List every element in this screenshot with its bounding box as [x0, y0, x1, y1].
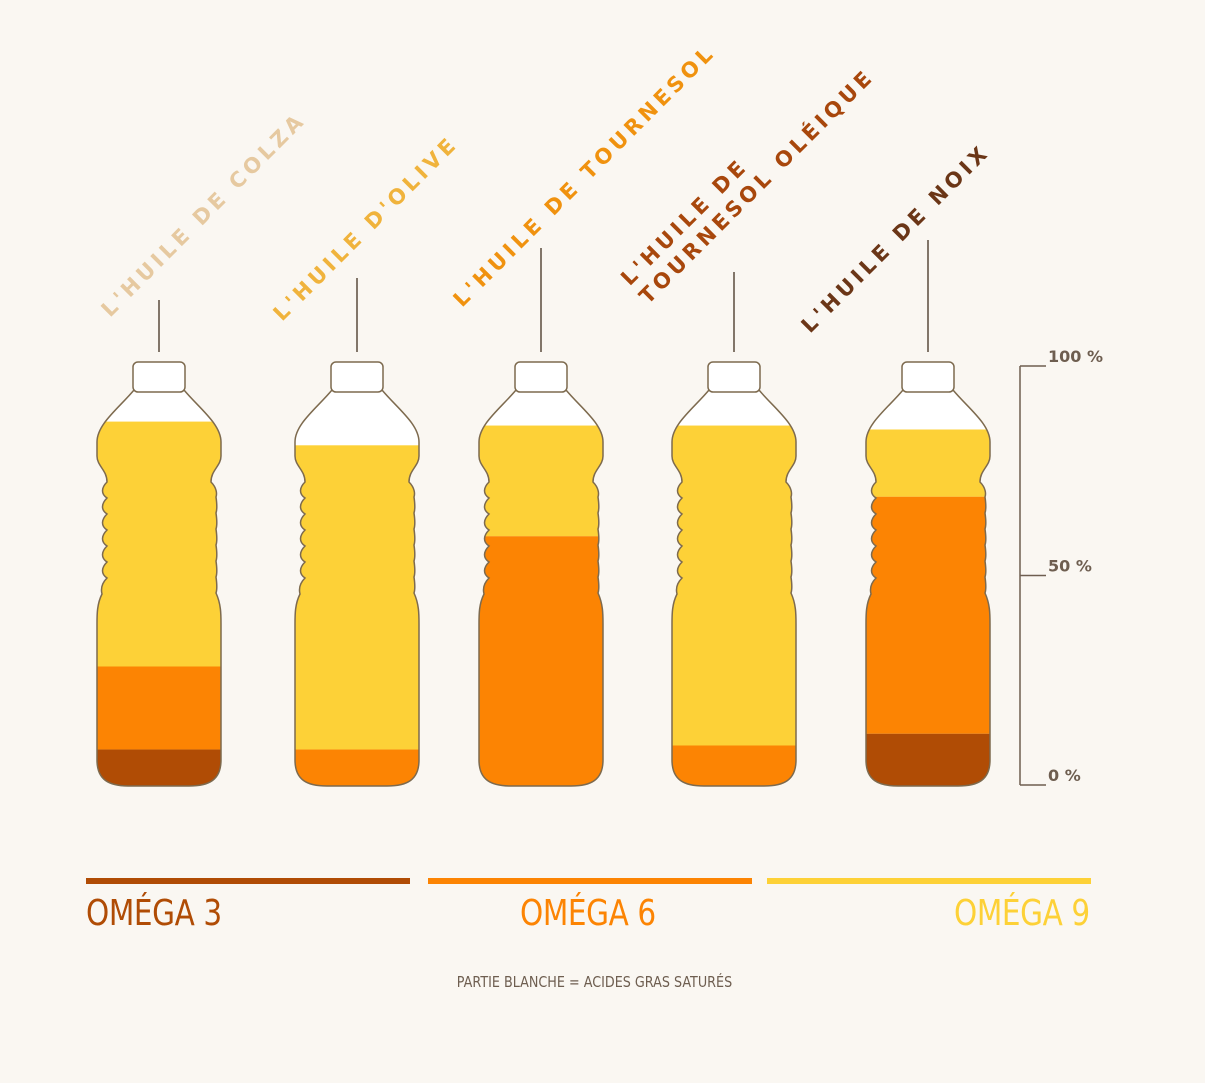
bar-segment-omega-6	[672, 745, 796, 786]
bottle	[671, 272, 797, 787]
legend-label-omega9: OMÉGA 9	[954, 893, 1090, 934]
bar-segment-omega-3	[97, 749, 221, 786]
bar-segment-omega-6	[479, 536, 603, 786]
legend-bar-omega6	[428, 878, 752, 884]
bar-segment-omega-9	[479, 425, 603, 537]
bottle	[865, 240, 991, 787]
bottle-cap	[514, 361, 568, 393]
bar-segment-omega-9	[97, 421, 221, 667]
bar-segment-omega-9	[295, 445, 419, 750]
y-axis: 0 % 50 % 100 %	[1019, 347, 1103, 786]
legend-bar-omega9	[767, 878, 1091, 884]
bar-segment-omega-6	[97, 666, 221, 750]
bottle-outline	[478, 389, 604, 787]
bar-segment-omega-3	[866, 733, 990, 786]
saturated-fat-note: PARTIE BLANCHE = ACIDES GRAS SATURÉS	[456, 973, 733, 991]
legend-label-omega3: OMÉGA 3	[86, 893, 222, 934]
y-tick-label: 50 %	[1048, 557, 1092, 576]
oil-label: L'HUILE DE COLZA	[97, 108, 311, 322]
bottle	[96, 300, 222, 787]
oil-label-text: L'HUILE DE NOIX	[797, 140, 995, 338]
oil-label-text: L'HUILE D'OLIVE	[269, 131, 463, 325]
bottle-cap	[330, 361, 384, 393]
oil-label: L'HUILE DE NOIX	[797, 140, 995, 338]
oil-label: L'HUILE D'OLIVE	[269, 131, 463, 325]
bottle-cap	[132, 361, 186, 393]
bottle-cap	[707, 361, 761, 393]
bottle	[294, 278, 420, 787]
bottle-cap	[901, 361, 955, 393]
bar-segment-omega-9	[672, 425, 796, 746]
bottle-outline	[294, 389, 420, 787]
oil-label-text: L'HUILE DE COLZA	[97, 108, 311, 322]
bar-segment-omega-6	[866, 496, 990, 734]
bottle-outline	[96, 389, 222, 787]
legend-bar-omega3	[86, 878, 410, 884]
bar-segment-omega-6	[295, 749, 419, 786]
y-tick-label: 100 %	[1048, 347, 1103, 366]
bottle-outline	[865, 389, 991, 787]
bottle	[478, 248, 604, 787]
bar-segment-omega-9	[866, 429, 990, 497]
y-tick-label: 0 %	[1048, 766, 1081, 785]
legend-label-omega6: OMÉGA 6	[520, 893, 656, 934]
bottles-layer	[96, 240, 991, 787]
bottle-outline	[671, 389, 797, 787]
